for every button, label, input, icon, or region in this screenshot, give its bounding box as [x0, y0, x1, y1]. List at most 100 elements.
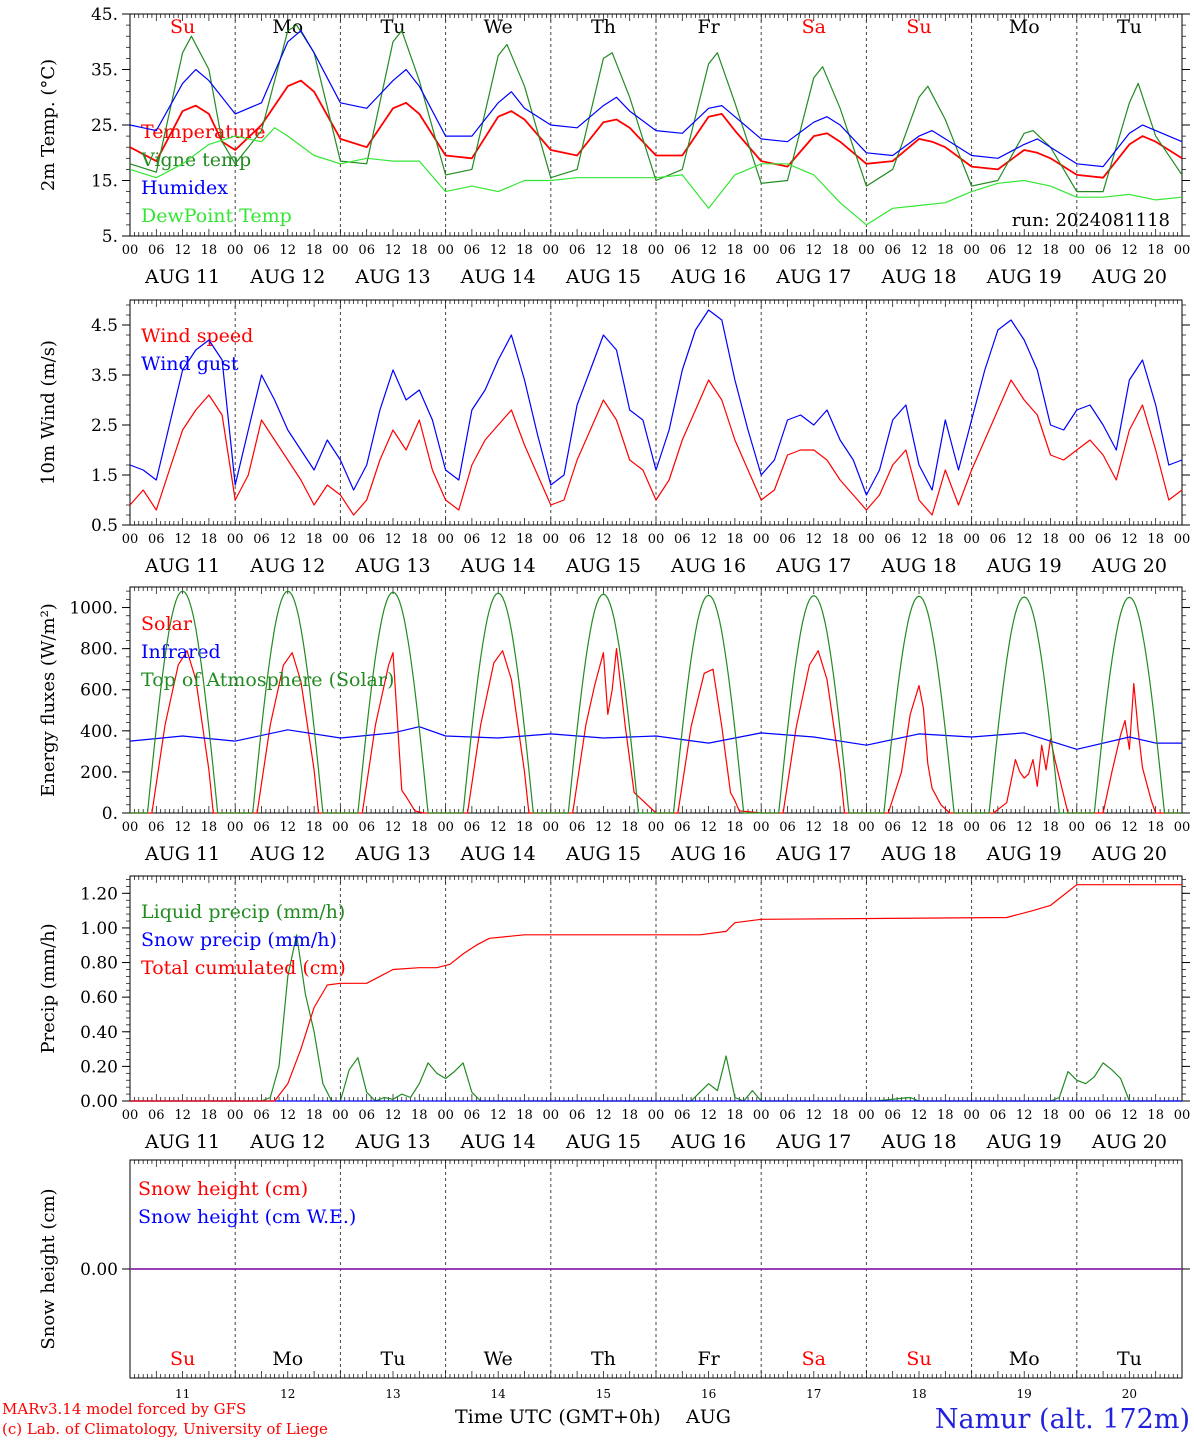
hour-tick-label: 12 [280, 532, 297, 547]
hour-tick-label: 06 [253, 1108, 270, 1123]
hour-tick-label: 12 [174, 532, 191, 547]
hour-tick-label: 18 [201, 243, 218, 258]
hour-tick-label: 06 [464, 532, 481, 547]
date-label: AUG 13 [354, 843, 430, 865]
weekday-label: Mo [272, 16, 303, 38]
hour-tick-label: 06 [148, 243, 165, 258]
hour-tick-label: 00 [543, 243, 560, 258]
hour-tick-label: 06 [884, 243, 901, 258]
date-label: AUG 14 [460, 555, 536, 577]
hour-tick-label: 00 [122, 243, 139, 258]
hour-tick-label: 06 [884, 820, 901, 835]
hour-tick-label: 00 [332, 243, 349, 258]
hour-tick-label: 12 [595, 1108, 612, 1123]
panel-snow: 0.00 Snow height (cm) Su Mo Tu We Th Fr Sa Su Mo Tu… [38, 1159, 1190, 1401]
hour-tick-label: 00 [227, 1108, 244, 1123]
hour-tick-label: 12 [911, 820, 928, 835]
hour-tick-label: 12 [806, 243, 823, 258]
hour-tick-label: 00 [858, 1108, 875, 1123]
hour-tick-label: 12 [806, 532, 823, 547]
lab-credit-line: (c) Lab. of Climatology, University of L… [2, 1420, 328, 1438]
hour-tick-label: 06 [148, 1108, 165, 1123]
hour-tick-label: 06 [990, 1108, 1007, 1123]
day-of-month-label: 12 [280, 1387, 295, 1401]
hour-tick-label: 18 [516, 820, 533, 835]
weekday-label: Tu [1117, 1348, 1142, 1370]
series-flux-2 [130, 590, 1182, 814]
hour-tick-label: 06 [358, 532, 375, 547]
hour-tick-label: 18 [411, 1108, 428, 1123]
legend-entry: DewPoint Temp [141, 205, 292, 227]
legend-entry: Infrared [141, 641, 221, 663]
hour-tick-label: 00 [227, 243, 244, 258]
hour-tick-label: 12 [280, 820, 297, 835]
date-label: AUG 18 [880, 843, 956, 865]
hour-tick-label: 00 [332, 1108, 349, 1123]
hour-tick-label: 12 [385, 243, 402, 258]
hour-tick-label: 00 [963, 820, 980, 835]
weekday-label: Tu [381, 1348, 406, 1370]
weekday-label: Th [591, 16, 616, 38]
date-label: AUG 15 [565, 266, 641, 288]
hour-tick-label: 00 [227, 532, 244, 547]
legend-entry: Wind speed [141, 325, 253, 347]
hour-tick-label: 18 [832, 820, 849, 835]
date-label: AUG 13 [354, 266, 430, 288]
weekday-label: Th [591, 1348, 616, 1370]
hour-tick-label: 18 [937, 243, 954, 258]
day-of-month-label: 13 [385, 1387, 400, 1401]
day-of-month-label: 18 [911, 1387, 926, 1401]
hour-tick-label: 00 [1174, 532, 1191, 547]
hour-tick-label: 00 [122, 532, 139, 547]
legend-entry: Solar [141, 613, 193, 635]
hour-tick-label: 00 [753, 532, 770, 547]
hour-tick-label: 18 [1042, 243, 1059, 258]
date-label: AUG 14 [460, 1131, 536, 1153]
hour-tick-label: 12 [911, 532, 928, 547]
date-label: AUG 11 [144, 843, 220, 865]
legend-entry: Vigne temp [140, 149, 251, 171]
hour-tick-label: 06 [674, 820, 691, 835]
hour-tick-label: 00 [753, 1108, 770, 1123]
hour-tick-label: 00 [437, 1108, 454, 1123]
panel-precip: 0.00 0.20 0.40 0.60 0.80 1.00 1.20 Precip (mm/h… [38, 875, 1190, 1153]
hour-tick-label: 06 [148, 532, 165, 547]
hour-tick-label: 18 [1147, 1108, 1164, 1123]
y-axis-title: Precip (mm/h) [38, 923, 59, 1053]
hour-tick-label: 00 [1069, 243, 1086, 258]
hour-tick-label: 18 [306, 1108, 323, 1123]
hour-tick-label: 00 [1069, 1108, 1086, 1123]
run-label: run: 2024081118 [1012, 210, 1170, 231]
hour-tick-label: 00 [648, 820, 665, 835]
hour-tick-label: 12 [595, 243, 612, 258]
weekday-label: Fr [697, 1348, 720, 1370]
legend-entry: Liquid precip (mm/h) [141, 901, 345, 923]
hour-tick-label: 06 [884, 1108, 901, 1123]
hour-tick-label: 12 [490, 1108, 507, 1123]
date-label: AUG 14 [460, 266, 536, 288]
date-label: AUG 17 [775, 1131, 851, 1153]
hour-tick-label: 00 [437, 243, 454, 258]
series-temp-0 [129, 79, 1183, 179]
hour-tick-label: 18 [1147, 532, 1164, 547]
hour-tick-label: 18 [621, 1108, 638, 1123]
hour-tick-label: 18 [201, 820, 218, 835]
hour-tick-label: 18 [937, 820, 954, 835]
hour-tick-label: 18 [1042, 1108, 1059, 1123]
hour-tick-label: 12 [911, 1108, 928, 1123]
y-tick-label: 45. [91, 5, 118, 25]
hour-tick-label: 06 [990, 532, 1007, 547]
date-label: AUG 19 [986, 266, 1062, 288]
hour-tick-label: 18 [306, 243, 323, 258]
hour-tick-label: 06 [358, 820, 375, 835]
hour-tick-label: 06 [779, 820, 796, 835]
hour-tick-label: 06 [569, 1108, 586, 1123]
date-label: AUG 18 [880, 1131, 956, 1153]
hour-tick-label: 06 [884, 532, 901, 547]
hour-tick-label: 12 [1016, 532, 1033, 547]
date-label: AUG 20 [1091, 843, 1167, 865]
legend-entry: Wind gust [141, 353, 239, 375]
date-label: AUG 19 [986, 555, 1062, 577]
panel-flux: 0. 200. 400. 600. 800. 1000. Energy fluxes (W/… [38, 586, 1190, 865]
x-axis-title: Time UTC (GMT+0h) [455, 1406, 661, 1428]
